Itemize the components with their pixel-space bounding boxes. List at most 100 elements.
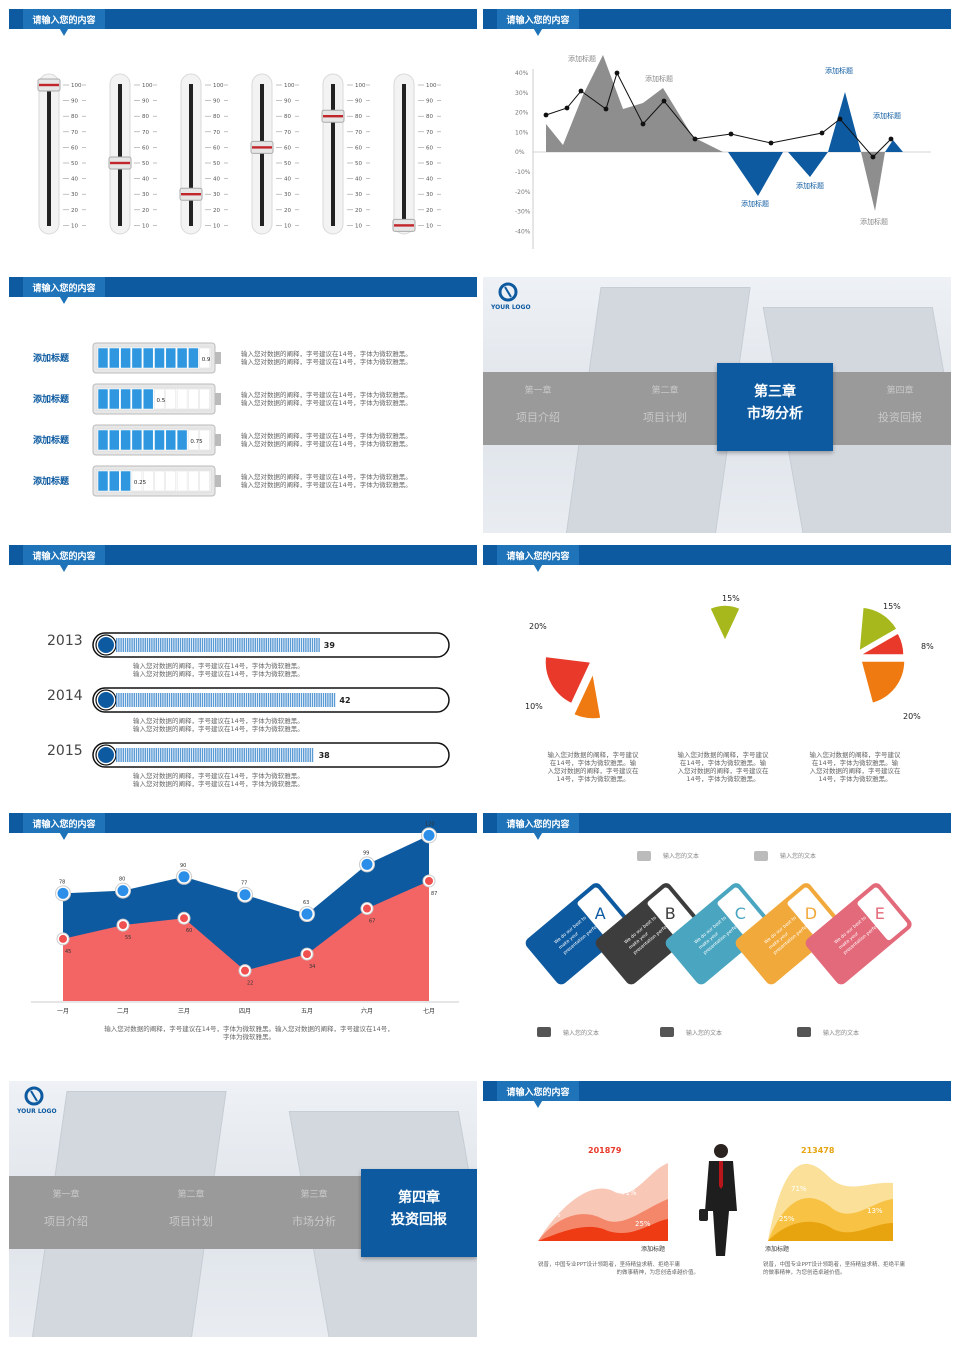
thermo-fill-stripe: [226, 748, 228, 762]
thermo-fill-stripe: [184, 693, 186, 707]
slide-header: 请输入您的内容: [483, 545, 951, 572]
upper-point: [178, 871, 190, 883]
slider-groove: [118, 84, 122, 226]
slider-tick-label: 60: [355, 145, 362, 151]
logo-text: YOUR LOGO: [491, 304, 531, 311]
pie-desc: 在14号，字体为微软雅黑。输: [679, 759, 767, 767]
thermo-fill-stripe: [140, 638, 142, 652]
blue-area: [788, 152, 828, 177]
battery-label: 添加标题: [33, 354, 70, 364]
thermo-fill-stripe: [289, 638, 292, 652]
slider-tick-label: 30: [213, 192, 220, 198]
wave-right-front: [768, 1221, 893, 1241]
section-chapter: 第三章: [754, 384, 796, 400]
thermo-fill-stripe: [234, 638, 237, 652]
thermo-desc: 输入您对数据的阐释，字号建议在14号，字体为微软雅黑。: [133, 725, 304, 733]
thermo-fill-stripe: [131, 748, 133, 762]
battery-cell: [199, 429, 210, 451]
thermo-fill-stripe: [287, 748, 289, 762]
thermo-fill-stripe: [144, 748, 146, 762]
slider-tick-label: 20: [426, 208, 433, 214]
upper-value: 80: [119, 877, 125, 883]
thermo-fill-stripe: [296, 693, 298, 707]
slider-tick-label: 20: [355, 208, 362, 214]
card-letter: D: [805, 904, 817, 923]
battery-cell: [188, 470, 199, 492]
slide-monthly: 请输入您的内容 78 45 一月 80 55 二月 90 60 三月 77 22 四月 63 34 五月 99…: [9, 813, 477, 1069]
pie-label: 10%: [525, 702, 543, 711]
data-point: [603, 106, 609, 112]
thermo-fill-stripe: [210, 748, 212, 762]
thermo-fill-stripe: [153, 693, 155, 707]
header-title: 请输入您的内容: [506, 16, 570, 26]
thermo-fill-stripe: [270, 638, 272, 652]
data-point: [564, 105, 570, 111]
slider-tick-label: 20: [71, 208, 78, 214]
thermo-fill-stripe: [217, 693, 219, 707]
slider-tick-label: 40: [426, 177, 433, 183]
person-body: [705, 1161, 737, 1256]
thermo-fill-stripe: [208, 748, 210, 762]
thermo-fill-stripe: [151, 748, 153, 762]
thermo-fill-stripe: [116, 748, 118, 762]
thermo-fill-stripe: [223, 748, 226, 762]
data-point: [819, 130, 825, 136]
thermo-fill-stripe: [250, 638, 252, 652]
thermo-fill-stripe: [265, 638, 267, 652]
thermo-fill-stripe: [230, 693, 232, 707]
y-tick-label: 0%: [515, 149, 525, 156]
thermo-fill-stripe: [157, 748, 160, 762]
thermo-year: 2014: [47, 688, 83, 704]
wave-right-pct: 13%: [867, 1207, 883, 1215]
thermo-fill-stripe: [186, 748, 188, 762]
thermo-fill-stripe: [296, 638, 298, 652]
thermo-fill-stripe: [265, 748, 267, 762]
thermo-fill-stripe: [215, 748, 217, 762]
slider-tick-label: 40: [71, 177, 78, 183]
thermo-fill-stripe: [118, 748, 120, 762]
thermo-fill-stripe: [243, 638, 245, 652]
thermo-fill-stripe: [254, 693, 256, 707]
wave-left-pct: 71%: [621, 1189, 637, 1197]
thermo-fill-stripe: [228, 693, 230, 707]
thermo-bulb: [98, 747, 114, 763]
thermo-fill-stripe: [186, 693, 188, 707]
slider-tick-label: 50: [426, 161, 433, 167]
monthly-desc-1: 输入您对数据的阐释，字号建议在14号，字体为微软雅黑。输入您对数据的阐释，字号建…: [104, 1025, 394, 1033]
battery-desc: 输入您对数据的阐释，字号建议在14号，字体为微软雅黑。: [241, 358, 412, 366]
y-tick-label: -30%: [515, 209, 531, 216]
thermo-fill-stripe: [309, 748, 311, 762]
thermo-fill-stripe: [252, 638, 254, 652]
thermo-fill-stripe: [210, 638, 212, 652]
thermo-fill-stripe: [248, 693, 250, 707]
thermo-fill-stripe: [201, 748, 204, 762]
slider-tick-label: 50: [355, 161, 362, 167]
thermo-desc: 输入您对数据的阐释，字号建议在14号，字体为微软雅黑。: [133, 670, 304, 678]
thermo-fill-stripe: [160, 748, 162, 762]
slider-tick-label: 50: [142, 161, 149, 167]
wave-desc: 锐普，中国专业PPT设计领跑者，坚持精益求精、拒绝平庸: [763, 1262, 905, 1268]
logo-icon: [498, 282, 518, 302]
thermo-fill-stripe: [333, 693, 336, 707]
thermo-fill-stripe: [155, 748, 157, 762]
battery-cell: [188, 429, 199, 451]
thermo-fill-stripe: [157, 638, 160, 652]
thermo-value: 39: [324, 641, 336, 650]
thermo-fill-stripe: [292, 693, 294, 707]
data-point: [614, 70, 620, 76]
thermo-fill-stripe: [316, 638, 318, 652]
battery-cell: [142, 470, 154, 492]
header-title: 请输入您的内容: [506, 552, 570, 562]
slider-knob-mark: [323, 115, 343, 118]
thermo-fill-stripe: [206, 748, 208, 762]
slider-tick-label: 50: [284, 161, 291, 167]
month-label: 五月: [301, 1008, 313, 1015]
thermo-fill-stripe: [188, 693, 190, 707]
pie-slice: [858, 606, 899, 653]
thermo-fill-stripe: [254, 748, 256, 762]
slide-section-4: YOUR LOGO 第一章 项目介绍 第二章 项目计划 第三章 市场分析 第四章 投资回报: [9, 1081, 477, 1337]
battery-desc: 输入您对数据的阐释，字号建议在14号，字体为微软雅黑。: [241, 440, 412, 448]
month-label: 四月: [239, 1008, 251, 1015]
battery-cell: [97, 388, 109, 410]
slider-tick-label: 90: [426, 99, 433, 105]
